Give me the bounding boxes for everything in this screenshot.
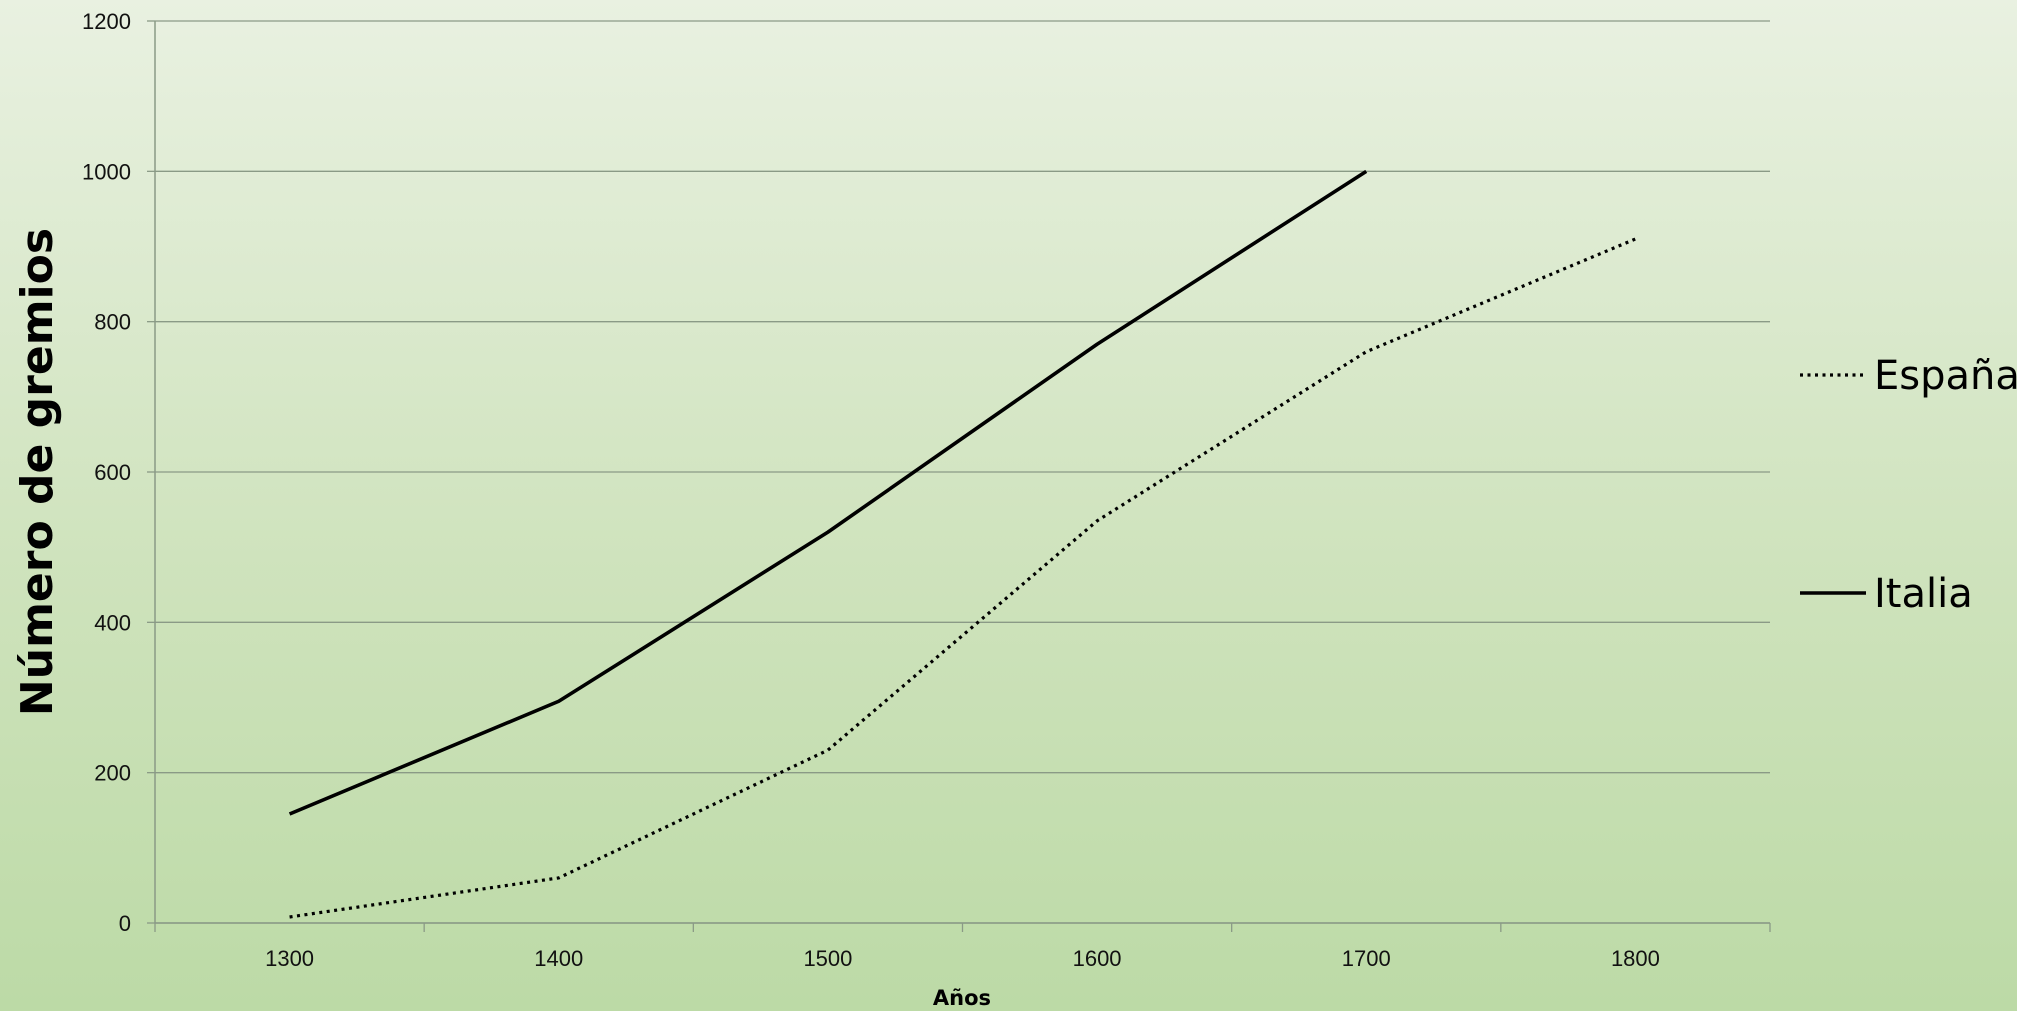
grid-lines	[155, 20, 1770, 924]
legend: España Italia	[1800, 353, 2017, 617]
y-tick-label: 200	[94, 761, 131, 786]
legend-label-italia: Italia	[1874, 571, 1973, 617]
tick-labels: 0 200 400 600 800 1000 1200 1300 1400 1500 1600 170…	[82, 9, 1660, 971]
series-line-italia	[288, 169, 1368, 816]
y-axis-title: Número de gremios	[12, 228, 63, 716]
x-tick-label: 1400	[534, 946, 583, 971]
y-tick-label: 1200	[82, 9, 131, 34]
x-tick-label: 1300	[265, 946, 314, 971]
legend-label-españa: España	[1874, 353, 2017, 399]
x-tick-label: 1700	[1342, 946, 1391, 971]
x-axis-title: Años	[933, 986, 991, 1010]
x-tick-label: 1500	[803, 946, 852, 971]
series-line-españa	[289, 237, 1637, 919]
y-tick-label: 400	[94, 610, 131, 635]
x-tick-label: 1600	[1073, 946, 1122, 971]
y-tick-label: 800	[94, 310, 131, 335]
y-tick-label: 1000	[82, 159, 131, 184]
y-tick-label: 600	[94, 460, 131, 485]
y-tick-label: 0	[119, 911, 131, 936]
series-lines	[288, 169, 1637, 919]
x-tick-label: 1800	[1611, 946, 1660, 971]
axes	[147, 20, 1771, 932]
